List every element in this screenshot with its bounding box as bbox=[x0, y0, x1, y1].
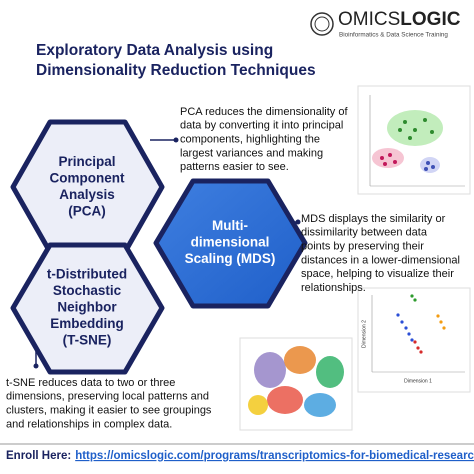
description-line: distances in a lower-dimensional bbox=[301, 254, 460, 266]
description-line: dissimilarity between data bbox=[301, 227, 428, 239]
points bbox=[410, 294, 417, 302]
points bbox=[436, 314, 446, 330]
axis-label: Dimension 1 bbox=[404, 378, 432, 384]
logo-bold: LOGIC bbox=[400, 9, 460, 30]
description-line: space, helping to visualize their bbox=[301, 268, 454, 280]
cluster bbox=[316, 356, 344, 388]
description-line: patterns easier to see. bbox=[180, 161, 289, 173]
hexagon-label: t-Distributed bbox=[47, 267, 127, 282]
hexagon-label: Scaling (MDS) bbox=[185, 251, 276, 266]
logo-tagline: Bioinformatics & Data Science Training bbox=[339, 32, 448, 39]
hexagon-label: Principal bbox=[58, 154, 115, 169]
cluster bbox=[304, 393, 336, 417]
hexagon-label: Embedding bbox=[50, 316, 124, 331]
description-line: PCA reduces the dimensionality of bbox=[180, 106, 348, 118]
logo: OMICSLOGIC Bioinformatics & Data Science… bbox=[310, 9, 461, 39]
description-line: t-SNE reduces data to two or three bbox=[6, 377, 175, 389]
axis-label: Dimension 2 bbox=[361, 320, 367, 348]
logo-text: OMICSLOGIC bbox=[338, 9, 461, 30]
hexagon-tsne bbox=[10, 242, 165, 375]
title-line: Exploratory Data Analysis using bbox=[36, 42, 273, 59]
hexagon-label: (T-SNE) bbox=[63, 333, 112, 348]
cluster bbox=[248, 395, 268, 415]
description-line: largest variances and making bbox=[180, 147, 323, 159]
connector-dot bbox=[33, 363, 39, 369]
title-line: Dimensionality Reduction Techniques bbox=[36, 62, 316, 79]
points bbox=[380, 153, 397, 166]
description-line: dimensions, preserving local patterns an… bbox=[6, 391, 209, 403]
footer-text: Enroll Here: https://omicslogic.com/progr… bbox=[6, 450, 474, 462]
hexagon-label: Multi- bbox=[212, 218, 248, 233]
cluster bbox=[267, 386, 303, 414]
description-line: relationships. bbox=[301, 282, 366, 294]
description-line: data by converting it into principal bbox=[180, 120, 343, 132]
plot-frame bbox=[357, 287, 471, 393]
mds-plot-image: Dimension 1 Dimension 2 bbox=[357, 287, 471, 393]
description-line: components, highlighting the bbox=[180, 134, 320, 146]
hexagon-label: (PCA) bbox=[68, 203, 106, 218]
logo-mark-inner bbox=[314, 16, 330, 32]
logo-light: OMICS bbox=[338, 9, 400, 30]
points bbox=[398, 118, 434, 140]
connector-dot bbox=[173, 137, 179, 143]
points bbox=[424, 161, 435, 171]
cluster bbox=[284, 346, 316, 374]
cluster bbox=[420, 157, 440, 173]
description-line: and relationships in complex data. bbox=[6, 418, 172, 430]
footer-link[interactable]: https://omicslogic.com/programs/transcri… bbox=[75, 450, 474, 462]
hexagon-label: Stochastic bbox=[53, 283, 122, 298]
connector-dot bbox=[295, 219, 301, 225]
description-line: clusters, making it easier to see groupi… bbox=[6, 405, 212, 417]
logo-mark bbox=[310, 12, 334, 36]
hexagon-mds bbox=[153, 178, 308, 309]
pca-plot-image bbox=[357, 85, 471, 195]
tsne-plot-image bbox=[239, 337, 353, 431]
hexagon-label: dimensional bbox=[191, 235, 270, 250]
cluster bbox=[372, 148, 404, 168]
cluster bbox=[254, 352, 286, 388]
footer-label: Enroll Here: bbox=[6, 450, 71, 462]
description-line: points by preserving their bbox=[301, 241, 424, 253]
points bbox=[413, 340, 423, 354]
hexagon-label: Analysis bbox=[59, 187, 115, 202]
points bbox=[396, 313, 414, 342]
hexagon-label: Component bbox=[50, 170, 125, 185]
hexagon-label: Neighbor bbox=[57, 300, 117, 315]
description-line: MDS displays the similarity or bbox=[301, 213, 446, 225]
